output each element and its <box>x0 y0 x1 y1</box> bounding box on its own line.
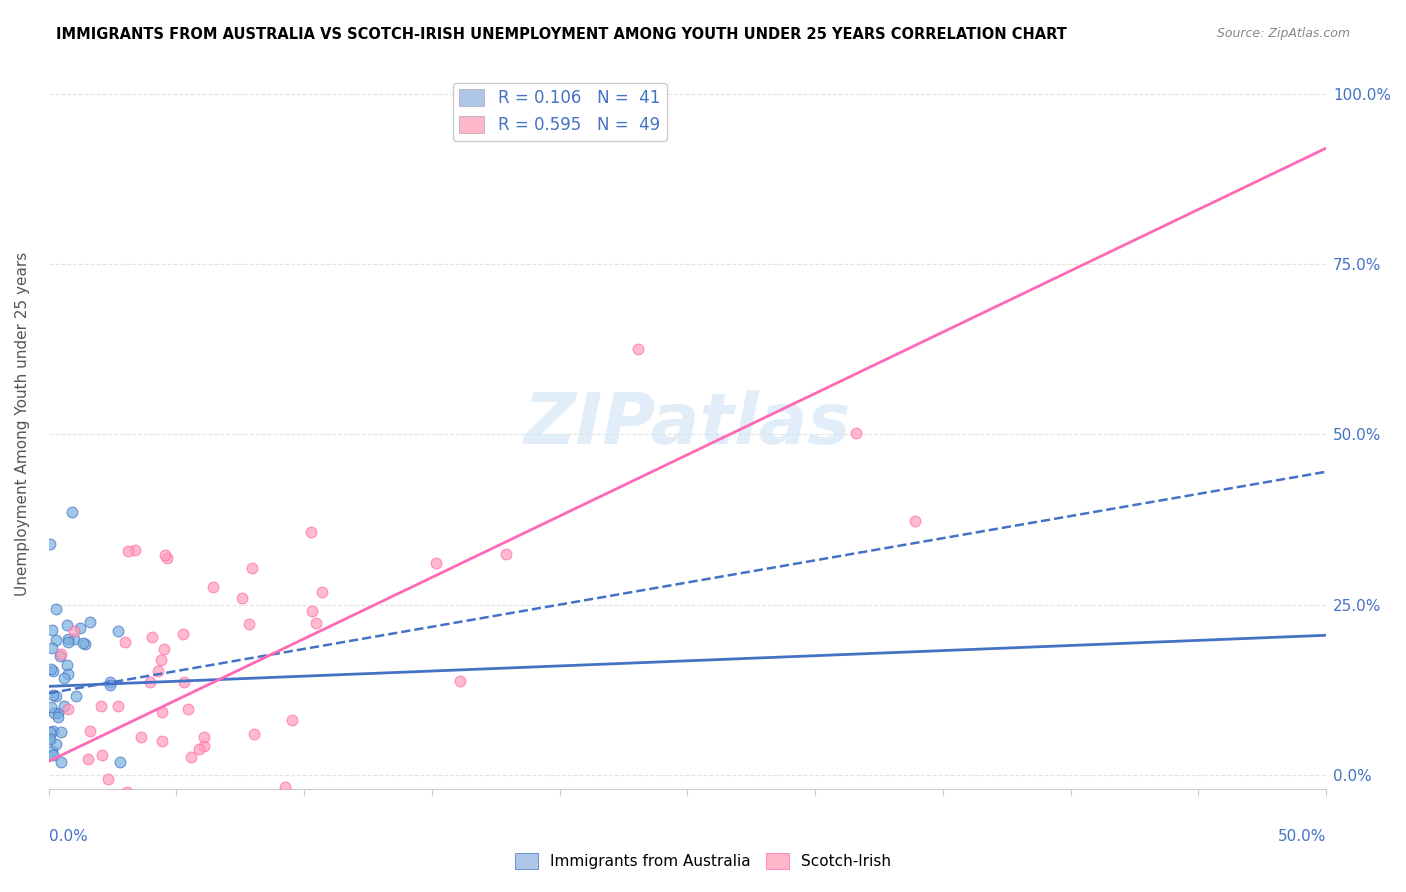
Point <box>46 710 69 724</box>
Point <box>150 705 173 719</box>
Point <box>45 690 67 704</box>
Point <box>97 772 120 786</box>
Point <box>63 624 86 639</box>
Point <box>153 642 176 657</box>
Point <box>231 591 253 605</box>
Point <box>38 731 60 745</box>
Point <box>41 664 63 678</box>
Point <box>51 756 73 770</box>
Point <box>42 688 65 702</box>
Point <box>63 632 86 647</box>
Point <box>845 425 868 440</box>
Point <box>110 755 132 769</box>
Point <box>65 689 87 703</box>
Legend: R = 0.106   N =  41, R = 0.595   N =  49: R = 0.106 N = 41, R = 0.595 N = 49 <box>453 83 666 141</box>
Point <box>56 666 79 681</box>
Point <box>201 580 224 594</box>
Point <box>69 621 91 635</box>
Point <box>193 739 215 754</box>
Point <box>41 744 63 758</box>
Point <box>115 785 138 799</box>
Point <box>79 615 101 629</box>
Point <box>72 636 94 650</box>
Text: IMMIGRANTS FROM AUSTRALIA VS SCOTCH-IRISH UNEMPLOYMENT AMONG YOUTH UNDER 25 YEAR: IMMIGRANTS FROM AUSTRALIA VS SCOTCH-IRIS… <box>56 27 1067 42</box>
Point <box>52 699 75 714</box>
Point <box>56 617 79 632</box>
Point <box>495 548 517 562</box>
Point <box>56 657 79 672</box>
Point <box>193 730 215 744</box>
Point <box>243 727 266 741</box>
Point <box>173 674 195 689</box>
Point <box>304 615 326 630</box>
Text: Source: ZipAtlas.com: Source: ZipAtlas.com <box>1216 27 1350 40</box>
Point <box>107 698 129 713</box>
Point <box>60 505 83 519</box>
Point <box>39 662 62 676</box>
Point <box>187 742 209 756</box>
Point <box>41 624 63 638</box>
Point <box>904 514 927 528</box>
Point <box>49 725 72 739</box>
Point <box>124 543 146 558</box>
Point <box>45 602 67 616</box>
Point <box>41 640 63 655</box>
Point <box>46 706 69 720</box>
Point <box>56 635 79 649</box>
Point <box>49 648 72 663</box>
Point <box>38 725 60 739</box>
Point <box>98 674 121 689</box>
Point <box>177 702 200 716</box>
Text: 50.0%: 50.0% <box>1278 829 1326 844</box>
Point <box>42 724 65 739</box>
Point <box>117 543 139 558</box>
Point <box>75 637 97 651</box>
Point <box>150 734 173 748</box>
Point <box>627 342 650 356</box>
Point <box>42 706 65 721</box>
Point <box>139 675 162 690</box>
Point <box>242 561 264 575</box>
Point <box>107 624 129 639</box>
Point <box>238 616 260 631</box>
Point <box>141 630 163 644</box>
Point <box>79 724 101 739</box>
Point <box>90 698 112 713</box>
Point <box>98 678 121 692</box>
Point <box>153 548 176 562</box>
Point <box>172 627 194 641</box>
Point <box>150 653 173 667</box>
Point <box>90 747 112 762</box>
Point <box>45 633 67 648</box>
Point <box>108 789 131 803</box>
Point <box>425 556 447 570</box>
Legend: Immigrants from Australia, Scotch-Irish: Immigrants from Australia, Scotch-Irish <box>509 847 897 875</box>
Point <box>51 647 73 661</box>
Point <box>156 550 179 565</box>
Point <box>180 750 202 764</box>
Point <box>42 747 65 762</box>
Point <box>274 780 297 795</box>
Point <box>45 737 67 751</box>
Point <box>297 789 319 803</box>
Text: ZIPatlas: ZIPatlas <box>523 390 851 458</box>
Point <box>148 664 170 678</box>
Point <box>129 730 152 744</box>
Point <box>52 671 75 685</box>
Point <box>58 702 80 716</box>
Point <box>114 635 136 649</box>
Point <box>56 632 79 646</box>
Point <box>39 537 62 551</box>
Point <box>449 673 471 688</box>
Point <box>301 604 323 618</box>
Point <box>77 751 100 765</box>
Point <box>311 584 333 599</box>
Point <box>41 699 63 714</box>
Point <box>281 713 304 727</box>
Y-axis label: Unemployment Among Youth under 25 years: Unemployment Among Youth under 25 years <box>15 252 30 596</box>
Point <box>299 524 322 539</box>
Text: 0.0%: 0.0% <box>49 829 87 844</box>
Point <box>39 732 62 747</box>
